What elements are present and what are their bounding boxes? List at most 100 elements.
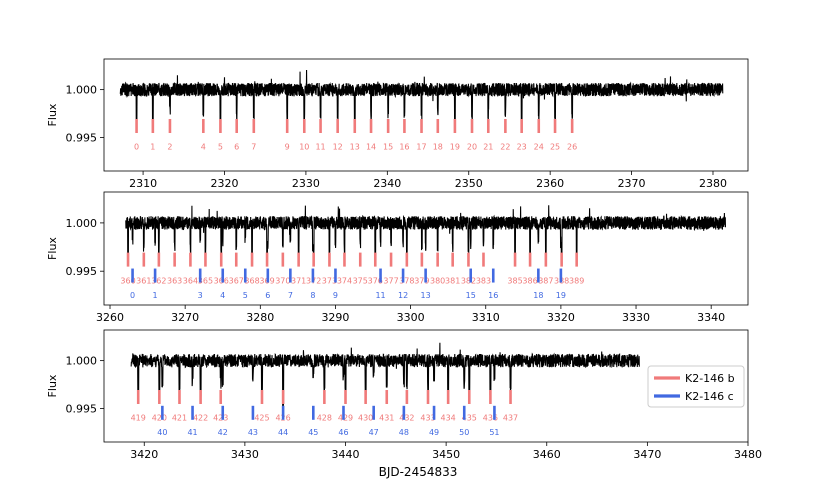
transit-label-b: 437 [503, 414, 518, 423]
x-tick-label: 2340 [373, 177, 401, 190]
y-tick-label: 1.000 [66, 217, 98, 230]
legend: K2-146 b K2-146 c [647, 365, 745, 408]
x-tick-label: 3260 [96, 311, 124, 324]
transit-label-b: 13 [350, 143, 360, 152]
transit-label-c: 6 [265, 291, 270, 300]
transit-label-b: 2 [167, 143, 172, 152]
transit-label-b: 21 [483, 143, 493, 152]
transit-label-c: 4 [220, 291, 225, 300]
transit-label-b: 375 [353, 276, 368, 285]
transit-label-c: 0 [130, 291, 135, 300]
transit-label-b: 433 [420, 414, 435, 423]
x-tick-label: 3420 [130, 448, 158, 461]
panel-1: 0 1 2 4 5 6 7 9 10 11 12 13 14 15 16 17 18 19 20 21 22 23 24 25… [46, 58, 749, 190]
transit-label-b: 376 [368, 276, 383, 285]
x-tick-label: 2330 [292, 177, 320, 190]
y-tick-label: 0.995 [66, 402, 98, 415]
transit-label-b: 379 [414, 276, 429, 285]
transit-label-b: 422 [193, 414, 208, 423]
transit-label-b: 432 [399, 414, 414, 423]
transit-label-c: 16 [488, 291, 498, 300]
transit-label-c: 8 [310, 291, 315, 300]
transit-label-b: 18 [433, 143, 443, 152]
transit-label-b: 6 [234, 143, 239, 152]
x-tick-label: 2310 [129, 177, 157, 190]
transit-label-b: 381 [445, 276, 460, 285]
x-tick-label: 3470 [633, 448, 661, 461]
transit-label-b: 7 [251, 143, 256, 152]
transit-label-b: 366 [214, 276, 229, 285]
transit-label-b: 5 [218, 143, 223, 152]
y-axis-label: Flux [46, 374, 59, 397]
legend-label-c: K2-146 c [685, 390, 734, 403]
transit-label-c: 15 [466, 291, 476, 300]
x-tick-label: 3430 [231, 448, 259, 461]
transit-label-c: 18 [533, 291, 543, 300]
transit-label-b: 387 [538, 276, 553, 285]
x-tick-label: 3310 [472, 311, 500, 324]
panel-frame [103, 191, 749, 306]
transit-label-b: 20 [467, 143, 477, 152]
transit-label-c: 13 [421, 291, 431, 300]
transit-label-b: 25 [550, 143, 560, 152]
transit-label-b: 370 [275, 276, 290, 285]
transit-label-c: 11 [375, 291, 385, 300]
transit-label-b: 365 [198, 276, 213, 285]
transit-label-b: 423 [213, 414, 228, 423]
x-tick-label: 3330 [622, 311, 650, 324]
transit-label-b: 425 [254, 414, 269, 423]
transit-label-c: 42 [218, 428, 228, 437]
transit-label-b: 373 [322, 276, 337, 285]
transit-label-b: 19 [450, 143, 460, 152]
transit-label-b: 22 [500, 143, 510, 152]
transit-label-b: 435 [462, 414, 477, 423]
transit-label-b: 368 [244, 276, 259, 285]
transit-label-b: 360 [120, 276, 135, 285]
transit-label-b: 24 [534, 143, 544, 152]
transit-label-b: 15 [383, 143, 393, 152]
x-tick-label: 3320 [547, 311, 575, 324]
transit-label-b: 10 [299, 143, 309, 152]
x-tick-label: 3450 [432, 448, 460, 461]
transit-label-b: 378 [399, 276, 414, 285]
transit-label-b: 26 [567, 143, 577, 152]
transit-label-b: 16 [399, 143, 409, 152]
x-tick-label: 2370 [618, 177, 646, 190]
transit-label-b: 428 [317, 414, 332, 423]
transit-label-c: 41 [187, 428, 197, 437]
transit-label-b: 420 [152, 414, 167, 423]
transit-label-b: 12 [333, 143, 343, 152]
x-tick-label: 3300 [397, 311, 425, 324]
transit-label-b: 374 [337, 276, 352, 285]
transit-label-c: 40 [157, 428, 167, 437]
transit-label-b: 382 [461, 276, 476, 285]
transit-label-b: 429 [338, 414, 353, 423]
transit-label-c: 9 [333, 291, 338, 300]
x-tick-label: 3480 [734, 448, 762, 461]
x-tick-label: 2360 [536, 177, 564, 190]
transit-label-b: 4 [201, 143, 206, 152]
transit-label-c: 48 [399, 428, 409, 437]
transit-label-b: 389 [569, 276, 584, 285]
transit-label-c: 46 [338, 428, 348, 437]
transit-label-c: 5 [243, 291, 248, 300]
transit-label-c: 43 [248, 428, 258, 437]
y-tick-label: 0.995 [66, 131, 98, 144]
legend-label-b: K2-146 b [685, 372, 735, 385]
transit-label-b: 377 [383, 276, 398, 285]
transit-label-c: 7 [288, 291, 293, 300]
x-tick-label: 3280 [246, 311, 274, 324]
transit-label-b: 430 [358, 414, 373, 423]
x-tick-label: 3290 [321, 311, 349, 324]
x-tick-label: 2320 [210, 177, 238, 190]
y-tick-label: 0.995 [66, 265, 98, 278]
transit-label-b: 362 [151, 276, 166, 285]
flux-series [125, 205, 727, 263]
panels-layer: 0 1 2 4 5 6 7 9 10 11 12 13 14 15 16 17 18 19 20 21 22 23 24 25… [46, 58, 762, 461]
panel-2: 3603613623633643653663673683693703713723… [46, 191, 749, 324]
transit-label-c: 44 [278, 428, 288, 437]
x-tick-label: 3460 [533, 448, 561, 461]
x-tick-label: 3340 [697, 311, 725, 324]
transit-label-c: 3 [198, 291, 203, 300]
panel-3: 4194204214224234254264284294304314324334… [46, 329, 762, 461]
